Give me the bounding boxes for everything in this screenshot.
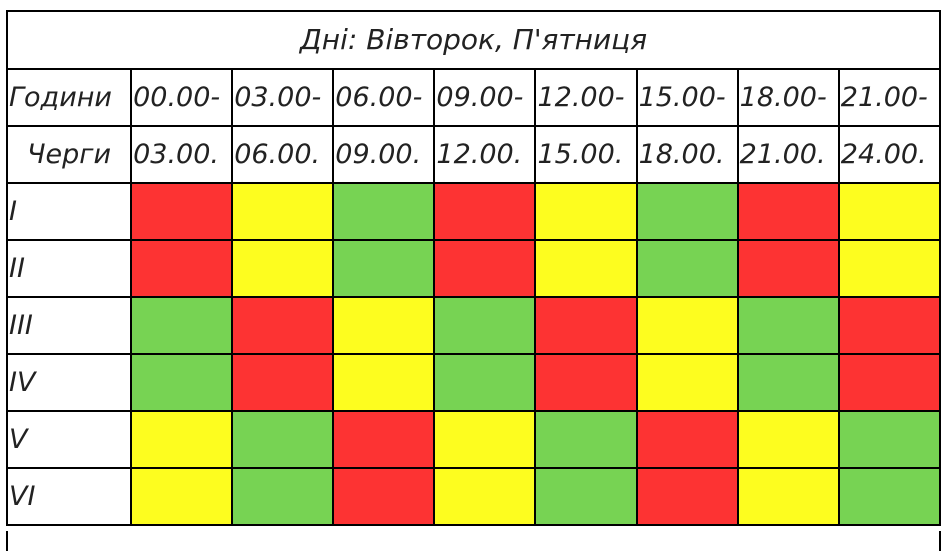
status-cell-red xyxy=(736,239,840,298)
slot-end-1: 06.00. xyxy=(231,125,335,184)
status-cell-yellow xyxy=(736,410,840,469)
status-cell-yellow xyxy=(837,239,942,298)
status-cell-red xyxy=(534,296,638,355)
status-cell-yellow xyxy=(130,467,234,526)
slot-start-7: 21.00- xyxy=(837,68,942,127)
slot-start-6: 18.00- xyxy=(736,68,840,127)
queue-label: VI xyxy=(5,467,133,526)
slot-start-0: 00.00- xyxy=(130,68,234,127)
status-cell-yellow xyxy=(635,353,739,412)
slot-end-6: 21.00. xyxy=(736,125,840,184)
status-cell-green xyxy=(433,296,537,355)
queue-row: III xyxy=(5,296,942,355)
status-cell-yellow xyxy=(534,182,638,241)
status-cell-yellow xyxy=(231,239,335,298)
outage-schedule-table: Дні: Вівторок, П'ятниця Години 00.00- 03.… xyxy=(5,10,942,526)
status-cell-green xyxy=(837,410,942,469)
status-cell-red xyxy=(332,410,436,469)
status-cell-red xyxy=(635,467,739,526)
title-row: Дні: Вівторок, П'ятниця xyxy=(6,10,941,70)
slot-end-7: 24.00. xyxy=(837,125,942,184)
queue-label: I xyxy=(5,182,133,241)
status-cell-red xyxy=(332,467,436,526)
status-cell-red xyxy=(837,353,942,412)
queues-header-row: Черги 03.00. 06.00. 09.00. 12.00. 15.00. 18.0… xyxy=(5,125,942,184)
queue-label: V xyxy=(5,410,133,469)
status-cell-yellow xyxy=(130,410,234,469)
table-continuation xyxy=(6,531,941,551)
status-cell-red xyxy=(433,239,537,298)
status-cell-green xyxy=(635,239,739,298)
queue-label: II xyxy=(5,239,133,298)
slot-end-0: 03.00. xyxy=(130,125,234,184)
queue-row: V xyxy=(5,410,942,469)
status-cell-yellow xyxy=(534,239,638,298)
status-cell-yellow xyxy=(635,296,739,355)
status-cell-red xyxy=(130,239,234,298)
status-cell-yellow xyxy=(332,353,436,412)
slot-end-4: 15.00. xyxy=(534,125,638,184)
status-cell-red xyxy=(635,410,739,469)
queue-label: IV xyxy=(5,353,133,412)
status-cell-red xyxy=(736,182,840,241)
status-cell-red xyxy=(130,182,234,241)
status-cell-red xyxy=(534,353,638,412)
slot-start-2: 06.00- xyxy=(332,68,436,127)
status-cell-yellow xyxy=(736,467,840,526)
status-cell-yellow xyxy=(837,182,942,241)
status-cell-green xyxy=(231,410,335,469)
status-cell-red xyxy=(231,296,335,355)
slot-start-4: 12.00- xyxy=(534,68,638,127)
queues-label: Черги xyxy=(5,125,133,184)
status-cell-green xyxy=(534,410,638,469)
hours-row: Години 00.00- 03.00- 06.00- 09.00- 12.00- 15.… xyxy=(5,68,942,127)
status-cell-green xyxy=(130,296,234,355)
slot-start-1: 03.00- xyxy=(231,68,335,127)
status-cell-red xyxy=(231,353,335,412)
status-cell-green xyxy=(635,182,739,241)
slot-end-2: 09.00. xyxy=(332,125,436,184)
status-cell-green xyxy=(837,467,942,526)
status-cell-yellow xyxy=(332,296,436,355)
status-cell-yellow xyxy=(231,182,335,241)
queue-row: VI xyxy=(5,467,942,526)
status-cell-yellow xyxy=(433,410,537,469)
slot-end-5: 18.00. xyxy=(635,125,739,184)
queue-row: I xyxy=(5,182,942,241)
status-cell-green xyxy=(130,353,234,412)
status-cell-green xyxy=(231,467,335,526)
queue-row: II xyxy=(5,239,942,298)
status-cell-green xyxy=(736,296,840,355)
status-cell-green xyxy=(534,467,638,526)
slot-start-5: 15.00- xyxy=(635,68,739,127)
status-cell-red xyxy=(837,296,942,355)
status-cell-green xyxy=(332,239,436,298)
queue-row: IV xyxy=(5,353,942,412)
slot-end-3: 12.00. xyxy=(433,125,537,184)
status-cell-red xyxy=(433,182,537,241)
slot-start-3: 09.00- xyxy=(433,68,537,127)
status-cell-green xyxy=(736,353,840,412)
schedule-title: Дні: Вівторок, П'ятниця xyxy=(6,10,941,70)
hours-label: Години xyxy=(5,68,133,127)
status-cell-green xyxy=(433,353,537,412)
queue-label: III xyxy=(5,296,133,355)
status-cell-yellow xyxy=(433,467,537,526)
status-cell-green xyxy=(332,182,436,241)
